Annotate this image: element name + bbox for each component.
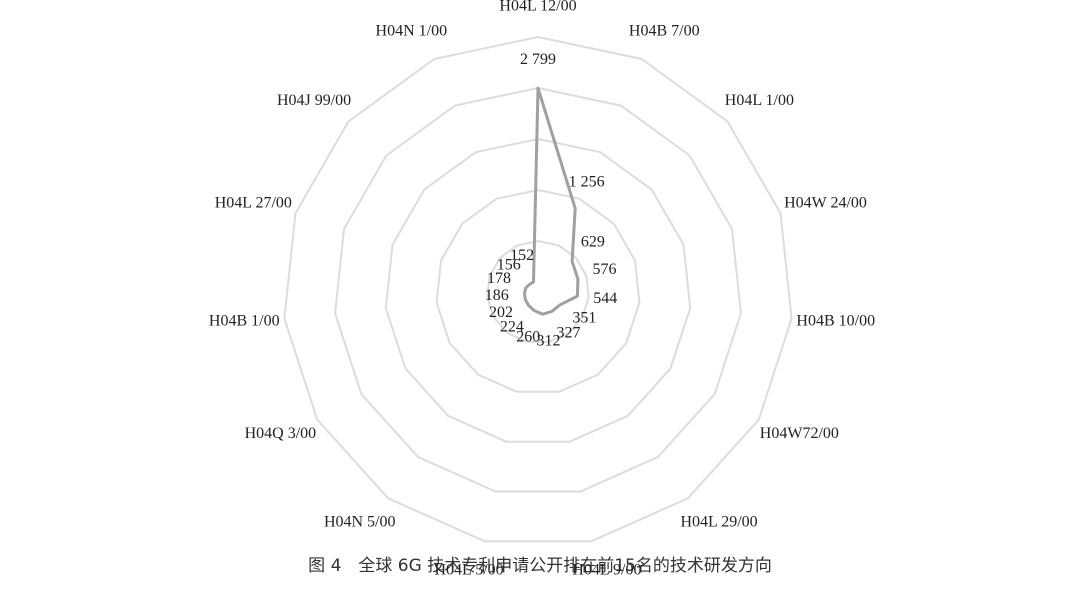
category-label: H04L 29/00	[681, 513, 758, 530]
category-label: H04L 5/00	[435, 561, 504, 578]
category-label: H04L 27/00	[215, 195, 292, 212]
value-label: 544	[593, 290, 617, 307]
category-label: H04J 99/00	[277, 92, 351, 109]
value-label: 156	[497, 256, 521, 273]
value-label: 152	[510, 247, 534, 264]
category-label: H04L 9/00	[572, 561, 641, 578]
category-label: H04W72/00	[760, 425, 839, 442]
category-label: H04Q 3/00	[245, 425, 317, 442]
value-label: 178	[487, 270, 511, 287]
series-line	[523, 86, 580, 316]
grid-ring	[283, 35, 793, 543]
category-label: H04B 10/00	[796, 312, 875, 329]
grid-ring	[334, 86, 742, 493]
value-label: 202	[489, 304, 513, 321]
value-label: 576	[593, 261, 617, 278]
value-label: 351	[572, 309, 596, 326]
category-label: H04L 1/00	[725, 92, 794, 109]
value-label: 260	[516, 329, 540, 346]
value-label: 186	[485, 287, 509, 304]
category-label: H04N 1/00	[376, 22, 448, 39]
value-label: 224	[500, 319, 524, 336]
grid-ring	[384, 137, 692, 443]
value-label: 1 256	[569, 173, 605, 190]
category-label: H04B 1/00	[209, 312, 280, 329]
category-label: H04W 24/00	[784, 195, 867, 212]
grid-ring	[435, 188, 641, 393]
value-label: 2 799	[520, 51, 556, 68]
category-label: H04L 12/00	[499, 0, 576, 15]
value-label: 312	[537, 332, 561, 349]
category-label: H04B 7/00	[629, 22, 700, 39]
value-label: 629	[581, 233, 605, 250]
grid-ring	[486, 239, 590, 343]
chart-title: 图 4 全球 6G 技术专利申请公开排在前15名的技术研发方向	[308, 556, 772, 576]
value-label: 327	[557, 325, 581, 342]
category-label: H04N 5/00	[324, 513, 396, 530]
